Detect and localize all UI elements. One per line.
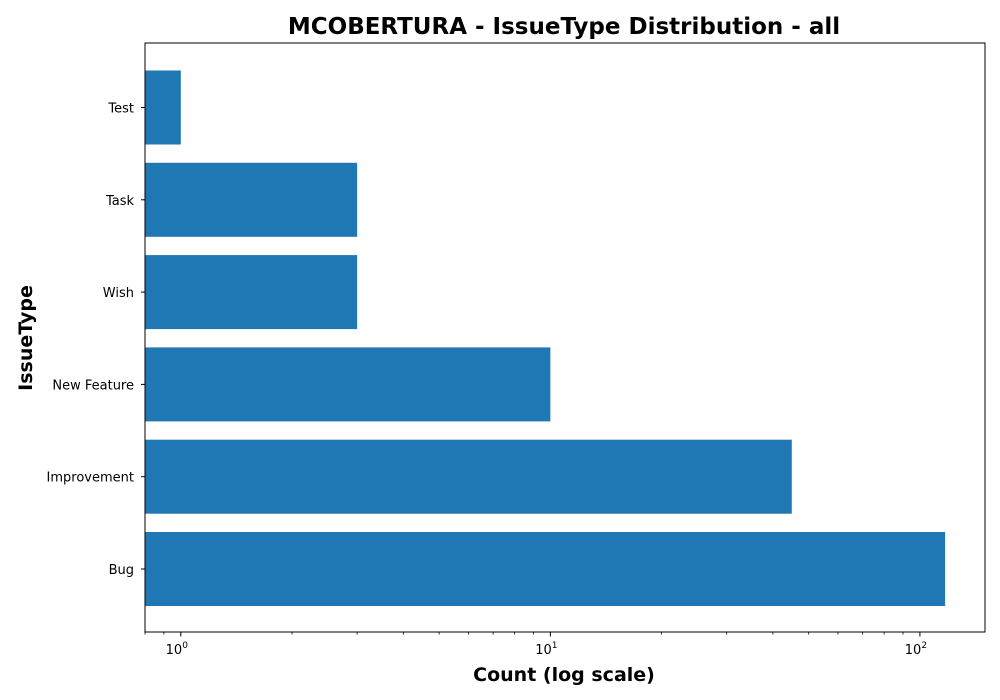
y-tick-label-test: Test — [107, 102, 134, 117]
x-tick-label-1: 100 — [166, 641, 189, 658]
plot-frame — [144, 42, 986, 633]
bars-layer — [145, 70, 946, 606]
y-tick-label-wish: Wish — [103, 286, 134, 301]
y-ticks-layer: Bug Improvement New Feature Wish Task Test — [47, 102, 145, 578]
bar-test — [145, 70, 181, 145]
x-axis-label: Count (log scale) — [473, 664, 655, 686]
y-tick-label-improvement: Improvement — [47, 471, 134, 486]
bar-improvement — [145, 439, 792, 514]
bar-new-feature — [145, 347, 551, 422]
x-tick-label-100: 102 — [905, 641, 927, 658]
bar-wish — [145, 255, 358, 330]
chart-title: MCOBERTURA - IssueType Distribution - al… — [288, 14, 840, 40]
y-tick-label-task: Task — [105, 194, 135, 209]
x-tick-label-10: 101 — [535, 641, 557, 658]
bar-task — [145, 162, 358, 237]
y-axis-label: IssueType — [15, 285, 37, 391]
bar-bug — [145, 532, 946, 606]
x-ticks-layer: 100 101 102 — [144, 632, 927, 658]
y-tick-label-new-feature: New Feature — [52, 378, 134, 393]
y-tick-label-bug: Bug — [109, 563, 134, 578]
